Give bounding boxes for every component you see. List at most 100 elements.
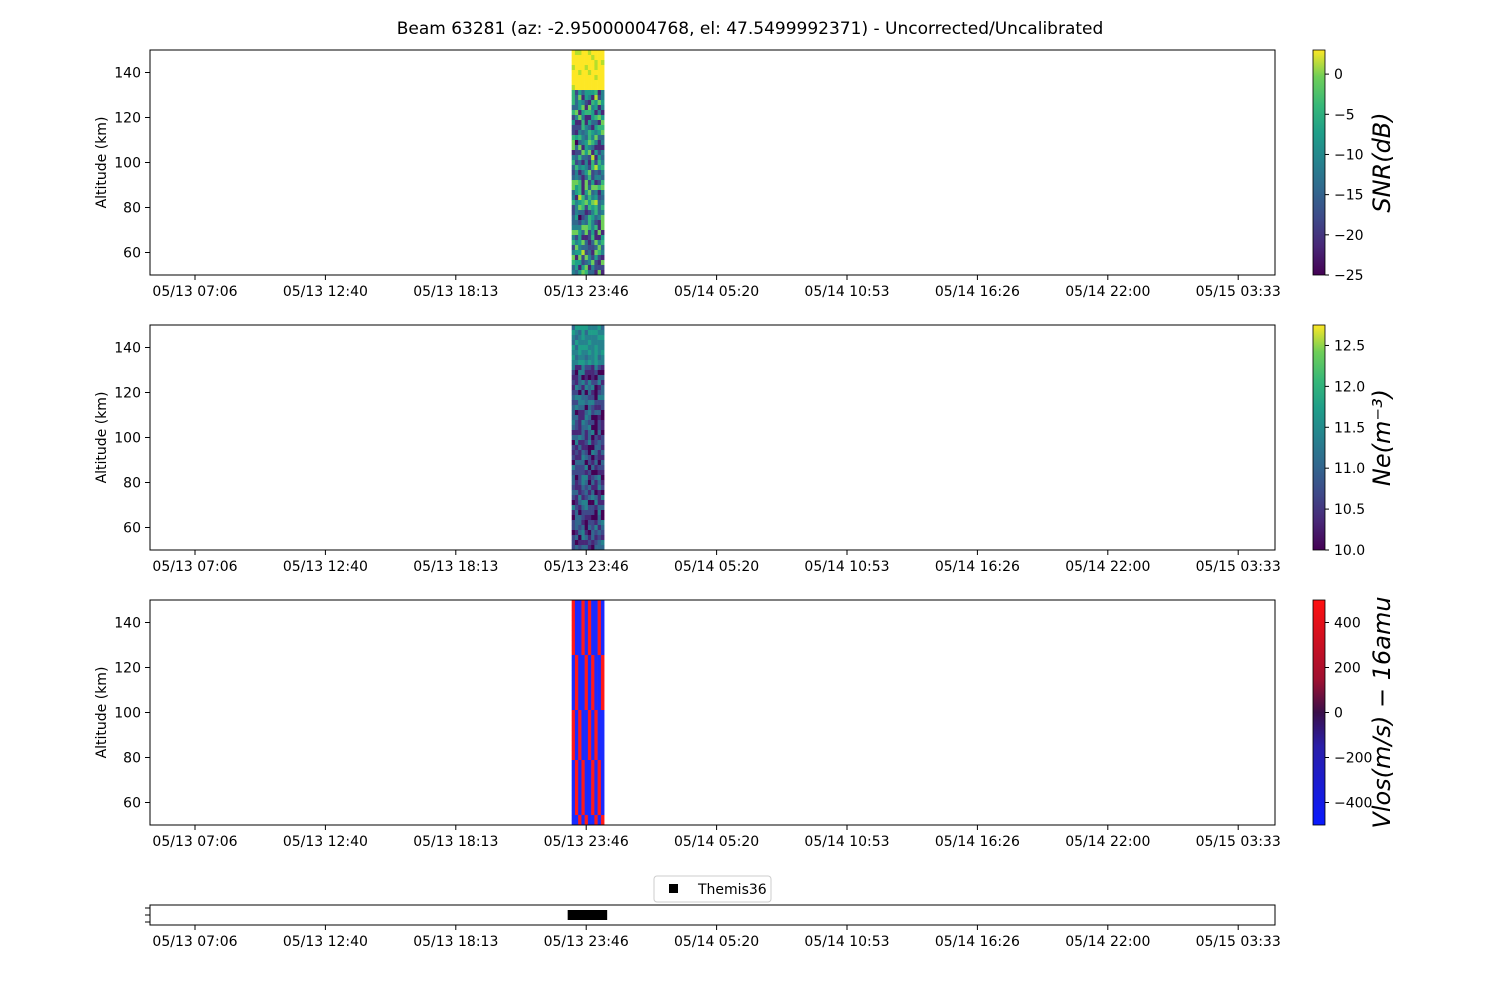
heatmap-cell	[581, 430, 585, 436]
heatmap-cell	[581, 530, 585, 536]
heatmap-cell	[581, 115, 585, 121]
heatmap-cell	[584, 785, 589, 791]
heatmap-cell	[594, 645, 598, 651]
heatmap-cell	[581, 120, 585, 126]
heatmap-cell	[594, 510, 598, 516]
heatmap-cell	[581, 710, 585, 716]
heatmap-cell	[594, 380, 598, 386]
heatmap-cell	[581, 535, 585, 541]
heatmap-cell	[587, 475, 592, 481]
heatmap-cell	[597, 125, 602, 131]
x-tick-label: 05/14 10:53	[804, 284, 889, 300]
heatmap-cell	[571, 425, 576, 431]
heatmap-cell	[587, 765, 592, 771]
heatmap-cell	[587, 540, 592, 546]
heatmap-cell	[571, 820, 576, 826]
heatmap-cell	[574, 405, 579, 411]
heatmap-cell	[587, 490, 592, 496]
heatmap-cell	[597, 420, 602, 426]
heatmap-cell	[578, 350, 582, 356]
heatmap-cell	[571, 50, 576, 56]
heatmap-cell	[578, 700, 582, 706]
heatmap-cell	[597, 700, 602, 706]
heatmap-cell	[581, 455, 585, 461]
heatmap-cell	[578, 430, 582, 436]
heatmap-cell	[600, 725, 605, 731]
heatmap-cell	[578, 255, 582, 261]
heatmap-cell	[574, 65, 579, 71]
heatmap-cell	[578, 750, 582, 756]
heatmap-cell	[597, 720, 602, 726]
heatmap-cell	[597, 155, 602, 161]
heatmap-cell	[594, 130, 598, 136]
heatmap-cell	[584, 600, 589, 606]
heatmap-cell	[584, 445, 589, 451]
heatmap-cell	[571, 465, 576, 471]
heatmap-cell	[578, 790, 582, 796]
heatmap-cell	[584, 730, 589, 736]
heatmap-cell	[584, 740, 589, 746]
heatmap-cell	[578, 820, 582, 826]
heatmap-cell	[584, 165, 589, 171]
heatmap-cell	[581, 665, 585, 671]
heatmap-cell	[581, 800, 585, 806]
heatmap-cell	[581, 450, 585, 456]
heatmap-cell	[581, 475, 585, 481]
heatmap-cell	[574, 750, 579, 756]
heatmap-cell	[571, 735, 576, 741]
heatmap-cell	[597, 510, 602, 516]
heatmap-cell	[574, 535, 579, 541]
heatmap-cell	[571, 705, 576, 711]
heatmap-cell	[581, 745, 585, 751]
heatmap-cell	[587, 670, 592, 676]
heatmap-cell	[591, 535, 595, 541]
heatmap-cell	[574, 325, 579, 331]
heatmap-cell	[581, 170, 585, 176]
heatmap-cell	[584, 635, 589, 641]
heatmap-cell	[584, 245, 589, 251]
heatmap-cell	[591, 480, 595, 486]
heatmap-cell	[594, 670, 598, 676]
heatmap-cell	[587, 480, 592, 486]
heatmap-cell	[584, 415, 589, 421]
heatmap-cell	[574, 440, 579, 446]
heatmap-cell	[591, 795, 595, 801]
heatmap-cell	[594, 95, 598, 101]
heatmap-cell	[578, 260, 582, 266]
heatmap-cell	[591, 495, 595, 501]
heatmap-cell	[574, 250, 579, 256]
y-tick-label: 80	[123, 751, 141, 767]
heatmap-cell	[591, 780, 595, 786]
heatmap-cell	[578, 490, 582, 496]
heatmap-cell	[578, 95, 582, 101]
heatmap-cell	[574, 345, 579, 351]
heatmap-cell	[584, 455, 589, 461]
heatmap-cell	[584, 335, 589, 341]
heatmap-cell	[597, 270, 602, 276]
heatmap-cell	[587, 455, 592, 461]
heatmap-cell	[587, 415, 592, 421]
heatmap-cell	[600, 690, 605, 696]
heatmap-cell	[597, 95, 602, 101]
heatmap-cell	[597, 200, 602, 206]
heatmap-cell	[581, 325, 585, 331]
heatmap-cell	[571, 340, 576, 346]
heatmap-cell	[597, 475, 602, 481]
heatmap-cell	[574, 95, 579, 101]
heatmap-cell	[591, 810, 595, 816]
heatmap-cell	[571, 460, 576, 466]
heatmap-cell	[587, 445, 592, 451]
heatmap-cell	[574, 810, 579, 816]
heatmap-cell	[591, 390, 595, 396]
heatmap-cell	[571, 80, 576, 86]
heatmap-cell	[581, 80, 585, 86]
heatmap-cell	[600, 90, 605, 96]
heatmap-cell	[600, 700, 605, 706]
heatmap-cell	[581, 365, 585, 371]
heatmap-cell	[600, 375, 605, 381]
heatmap-cell	[581, 750, 585, 756]
heatmap-cell	[584, 655, 589, 661]
heatmap-cell	[600, 60, 605, 66]
heatmap-cell	[574, 375, 579, 381]
heatmap-cell	[591, 155, 595, 161]
